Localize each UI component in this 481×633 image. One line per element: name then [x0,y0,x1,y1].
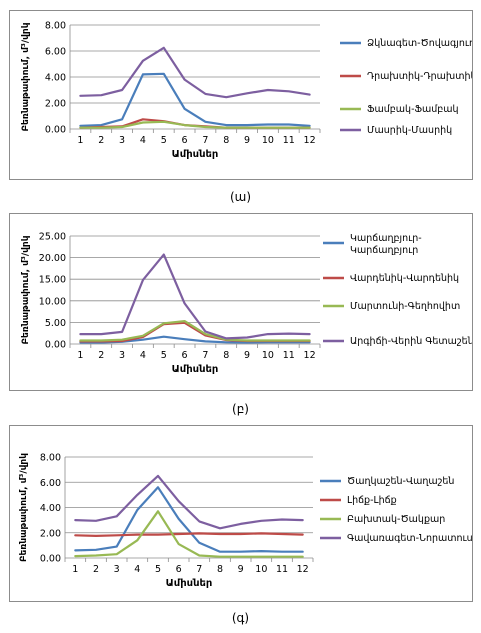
x-tick-label: 12 [304,350,316,361]
x-axis-label: Ամիսներ [172,364,219,375]
legend-label: Ծաղկաշեն-Վաղաշեն [347,476,454,487]
x-tick-label: 4 [140,135,146,146]
x-tick-label: 2 [93,564,99,575]
series-line-3 [74,510,304,558]
y-tick-label: 8.00 [40,453,61,464]
x-tick-label: 3 [119,350,125,361]
x-tick-label: 1 [77,135,83,146]
x-tick-label: 9 [244,350,250,361]
legend: Կարճաղբյուր-Կարճաղբյուր Վարդենիկ-Վարդենիկ… [323,233,474,347]
legend-label: Արգիճի-Վերին Գետաշեն [350,336,472,347]
series-line-4 [74,474,304,530]
x-tick-label: 9 [238,564,244,575]
y-tick-label: 5.00 [45,318,66,329]
legend: Ձկնագետ-Ծովագյուղ Դրախտիկ-Դրախտիկ Ֆամբակ-Ֆ… [340,38,477,136]
x-tick-label: 10 [255,564,267,575]
chart-body: 0.002.004.006.008.001 2 3 4 5 6 7 8 9 10 11 12Ամիսն… [19,453,473,590]
x-tick-label: 7 [202,350,208,361]
y-axis-label: Բեռնաթափում, մ³/վրկ [19,453,29,562]
y-axis-label: Բեռնաթափում, մ³/վրկ [21,22,31,131]
x-tick-label: 11 [283,350,295,361]
legend-label: Մարտունի-Գեղհովիտ [350,301,460,312]
y-tick-label: 4.00 [40,503,61,514]
x-tick-label: 12 [297,564,309,575]
chart-caption-c: (գ) [231,611,250,625]
chart-frame-a: 0.00 2.00 4.00 6.00 8.00 1 2 3 4 5 6 7 8 9 10 11 12 Ամիսն… [9,10,477,180]
legend-label: Ձկնագետ-Ծովագյուղ [367,38,472,49]
x-tick-label: 3 [114,564,120,575]
x-tick-label: 7 [202,135,208,146]
x-tick-label: 4 [134,564,140,575]
series-line-1 [74,486,304,553]
legend-label: Լիճք-Լիճք [347,495,397,506]
x-tick-label: 12 [304,135,316,146]
y-tick-label: 0.00 [45,125,66,136]
x-axis-label: Ամիսներ [166,578,213,589]
series-line-3 [79,120,311,129]
line-chart-c: 0.002.004.006.008.001 2 3 4 5 6 7 8 9 10 11 12Ամիսն… [19,453,473,590]
x-tick-label: 7 [196,564,202,575]
line-chart-a: 0.002.004.006.008.001 2 3 4 5 6 7 8 9 10 11 12Ամիսն… [21,21,477,161]
x-tick-label: 8 [217,564,223,575]
y-tick-label: 6.00 [40,478,61,489]
x-tick-label: 10 [262,135,274,146]
legend-label: Գավառագետ-Նորատուս [347,533,472,544]
legend-label: Ֆամբակ-Ֆամբակ [367,104,459,115]
legend: Ծաղկաշեն-Վաղաշեն Լիճք-Լիճք Բախտակ-Ծակքար Գա… [320,476,473,544]
y-tick-label: 25.00 [39,232,66,243]
x-axis-label: Ամիսներ [172,149,219,160]
legend-label: Կարճաղբյուր-Կարճաղբյուր [350,233,422,256]
x-tick-label: 6 [182,350,188,361]
x-tick-label: 10 [262,350,274,361]
x-tick-label: 8 [223,350,229,361]
y-tick-label: 10.00 [39,296,66,307]
chart-body: 0.002.004.006.008.001 2 3 4 5 6 7 8 9 10 11 12Ամիսն… [21,21,477,161]
y-tick-label: 2.00 [40,528,61,539]
x-tick-label: 5 [161,350,167,361]
y-tick-label: 6.00 [45,47,66,58]
x-tick-label: 1 [77,350,83,361]
y-tick-label: 4.00 [45,73,66,84]
x-tick-label: 8 [223,135,229,146]
x-tick-label: 11 [283,135,295,146]
y-tick-label: 20.00 [39,253,66,264]
y-tick-label: 15.00 [39,275,66,286]
x-tick-label: 4 [140,350,146,361]
legend-label: Մասրիկ-Մասրիկ [367,125,452,136]
chart-caption-a: (ա) [229,190,252,204]
y-tick-label: 2.00 [45,99,66,110]
x-tick-label: 2 [98,350,104,361]
y-tick-label: 0.00 [40,554,61,565]
series-line-2 [74,532,304,538]
chart-frame-c: 0.00 2.00 4.00 6.00 8.00 1 2 3 4 5 6 7 8 9 10 11 12 Ամիսն… [9,425,473,602]
y-axis-label: Բեռնաթափում, մ³/վրկ [21,235,31,344]
x-tick-label: 6 [182,135,188,146]
series-line-4 [79,253,311,340]
series-line-3 [79,319,311,342]
legend-label: Վարդենիկ-Վարդենիկ [350,273,459,284]
series-line-4 [79,46,311,99]
chart-frame-b: 0.00 5.00 10.00 15.00 20.00 25.00 1 2 3 4 5 6 7 8 9 10 1… [9,213,474,391]
x-tick-label: 5 [155,564,161,575]
x-tick-label: 5 [161,135,167,146]
x-tick-label: 1 [72,564,78,575]
y-tick-label: 8.00 [45,21,66,32]
x-tick-label: 9 [244,135,250,146]
chart-caption-b: (բ) [232,402,249,416]
y-tick-label: 0.00 [45,340,66,351]
x-tick-label: 11 [276,564,288,575]
x-tick-label: 3 [119,135,125,146]
legend-label: Բախտակ-Ծակքար [347,514,445,525]
x-tick-label: 6 [176,564,182,575]
x-tick-label: 2 [98,135,104,146]
legend-label: Դրախտիկ-Դրախտիկ [367,71,472,82]
series-line-1 [79,72,311,127]
